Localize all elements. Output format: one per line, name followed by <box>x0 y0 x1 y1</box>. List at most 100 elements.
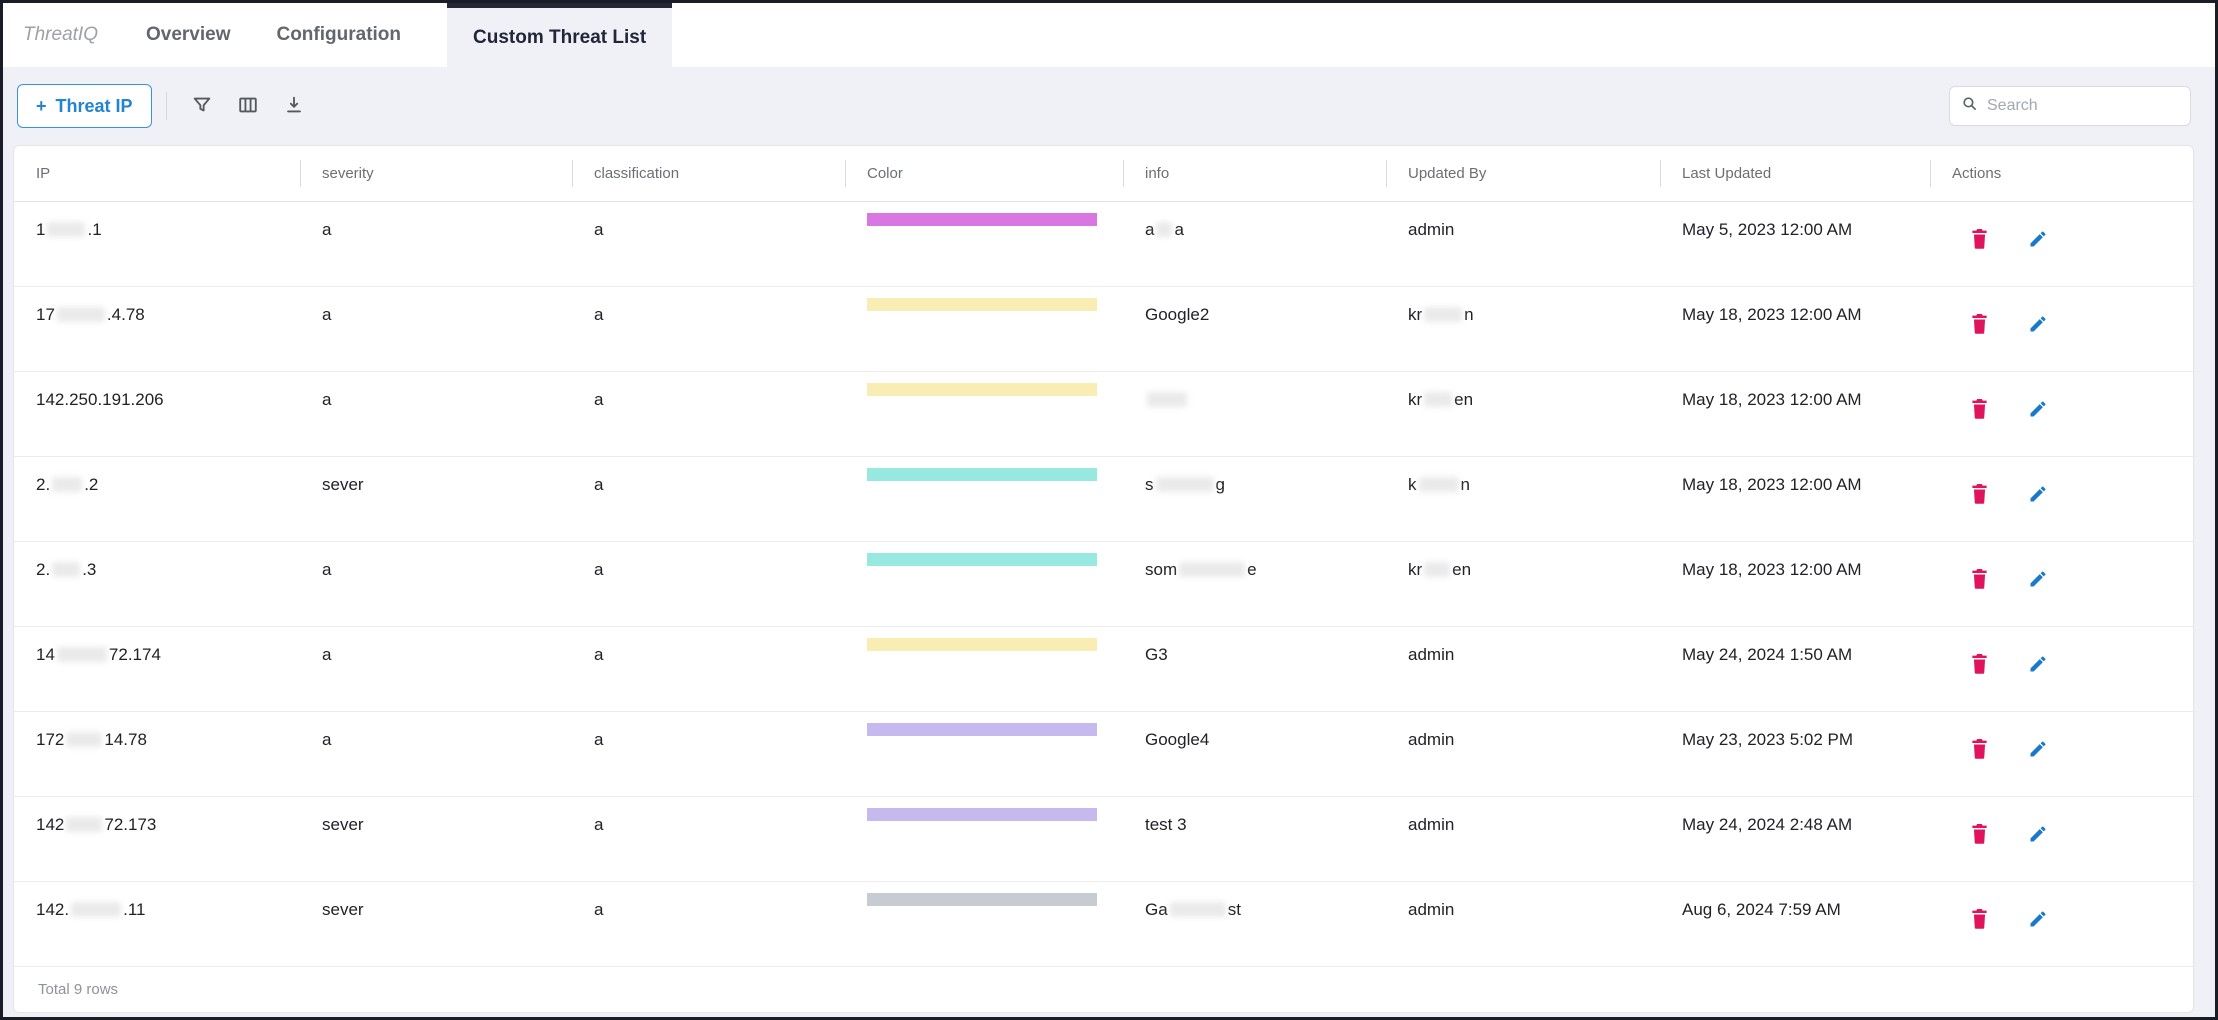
pencil-icon <box>2028 739 2048 762</box>
table-row: 2. .3 a a som e kr en May 18, 2023 12:00 AM <box>14 541 2193 627</box>
edit-button[interactable] <box>2028 229 2048 252</box>
cell-last-updated: May 18, 2023 12:00 AM <box>1660 541 1930 627</box>
delete-button[interactable] <box>1970 398 1989 422</box>
toolbar-divider <box>165 92 167 120</box>
cell-ip: 142.250.191.206 <box>14 371 300 457</box>
edit-button[interactable] <box>2028 314 2048 337</box>
cell-updated-by: admin <box>1386 881 1660 967</box>
cell-actions <box>1930 541 2193 627</box>
pencil-icon <box>2028 909 2048 932</box>
delete-button[interactable] <box>1970 483 1989 507</box>
cell-updated-by: kr en <box>1386 541 1660 627</box>
cell-color <box>845 201 1123 287</box>
pencil-icon <box>2028 654 2048 677</box>
tab-configuration[interactable]: Configuration <box>276 24 402 45</box>
download-button[interactable] <box>279 90 309 123</box>
trash-icon <box>1970 568 1989 592</box>
color-bar <box>867 638 1097 651</box>
threat-table: IP severity classification Color info Updated… <box>14 146 2193 967</box>
delete-button[interactable] <box>1970 313 1989 337</box>
cell-actions <box>1930 711 2193 797</box>
column-header-severity[interactable]: severity <box>300 146 572 202</box>
plus-icon: + <box>36 95 47 116</box>
delete-button[interactable] <box>1970 228 1989 252</box>
cell-ip: 2. .3 <box>14 541 300 627</box>
cell-last-updated: May 24, 2024 1:50 AM <box>1660 626 1930 712</box>
cell-classification: a <box>572 286 845 372</box>
cell-severity: sever <box>300 796 572 882</box>
threat-list-card: IP severity classification Color info Updated… <box>13 145 2194 1013</box>
cell-classification: a <box>572 541 845 627</box>
column-header-classification[interactable]: classification <box>572 146 845 202</box>
app-brand: ThreatIQ <box>23 24 98 45</box>
edit-button[interactable] <box>2028 484 2048 507</box>
cell-ip: 2. .2 <box>14 456 300 542</box>
color-bar <box>867 383 1097 396</box>
cell-color <box>845 796 1123 882</box>
toolbar: + Threat IP <box>3 67 2215 145</box>
cell-actions <box>1930 881 2193 967</box>
columns-button[interactable] <box>233 90 263 123</box>
table-row: 142. .11 sever a Ga st admin Aug 6, 2024 7… <box>14 881 2193 967</box>
table-row: 14 72.174 a a G3 admin May 24, 2024 1:50 … <box>14 626 2193 712</box>
cell-info: Google4 <box>1123 711 1386 797</box>
delete-button[interactable] <box>1970 653 1989 677</box>
cell-classification: a <box>572 881 845 967</box>
cell-color <box>845 456 1123 542</box>
column-header-actions[interactable]: Actions <box>1930 146 2193 202</box>
cell-actions <box>1930 796 2193 882</box>
search-input[interactable] <box>1985 96 2179 116</box>
cell-updated-by: admin <box>1386 796 1660 882</box>
trash-icon <box>1970 823 1989 847</box>
cell-severity: a <box>300 626 572 712</box>
column-header-ip[interactable]: IP <box>14 146 300 202</box>
add-threat-ip-label: Threat IP <box>55 95 133 116</box>
trash-icon <box>1970 483 1989 507</box>
color-bar <box>867 553 1097 566</box>
tab-overview[interactable]: Overview <box>145 24 231 45</box>
delete-button[interactable] <box>1970 738 1989 762</box>
column-header-info[interactable]: info <box>1123 146 1386 202</box>
column-header-updated_by[interactable]: Updated By <box>1386 146 1660 202</box>
cell-ip: 17.4.78 <box>14 286 300 372</box>
column-header-last_updated[interactable]: Last Updated <box>1660 146 1930 202</box>
color-bar <box>867 468 1097 481</box>
cell-classification: a <box>572 796 845 882</box>
search-icon <box>1961 95 1978 117</box>
cell-color <box>845 286 1123 372</box>
table-row: 17.4.78 a a Google2 kr n May 18, 2023 12:… <box>14 286 2193 372</box>
cell-ip: 172 14.78 <box>14 711 300 797</box>
edit-button[interactable] <box>2028 399 2048 422</box>
cell-actions <box>1930 201 2193 287</box>
filter-button[interactable] <box>187 90 217 123</box>
edit-button[interactable] <box>2028 909 2048 932</box>
cell-severity: sever <box>300 456 572 542</box>
cell-last-updated: May 18, 2023 12:00 AM <box>1660 371 1930 457</box>
tab-custom-threat-list[interactable]: Custom Threat List <box>447 3 673 67</box>
cell-color <box>845 626 1123 712</box>
cell-classification: a <box>572 201 845 287</box>
pencil-icon <box>2028 314 2048 337</box>
trash-icon <box>1970 908 1989 932</box>
cell-updated-by: admin <box>1386 711 1660 797</box>
cell-actions <box>1930 626 2193 712</box>
cell-info <box>1123 371 1386 457</box>
cell-ip: 14 72.174 <box>14 626 300 712</box>
cell-classification: a <box>572 626 845 712</box>
delete-button[interactable] <box>1970 568 1989 592</box>
delete-button[interactable] <box>1970 823 1989 847</box>
add-threat-ip-button[interactable]: + Threat IP <box>17 84 152 128</box>
page-content: + Threat IP <box>3 67 2215 1017</box>
cell-classification: a <box>572 371 845 457</box>
edit-button[interactable] <box>2028 739 2048 762</box>
column-header-color[interactable]: Color <box>845 146 1123 202</box>
edit-button[interactable] <box>2028 824 2048 847</box>
edit-button[interactable] <box>2028 569 2048 592</box>
edit-button[interactable] <box>2028 654 2048 677</box>
cell-updated-by: kr n <box>1386 286 1660 372</box>
cell-info: Ga st <box>1123 881 1386 967</box>
delete-button[interactable] <box>1970 908 1989 932</box>
total-rows-label: Total 9 rows <box>38 981 119 998</box>
